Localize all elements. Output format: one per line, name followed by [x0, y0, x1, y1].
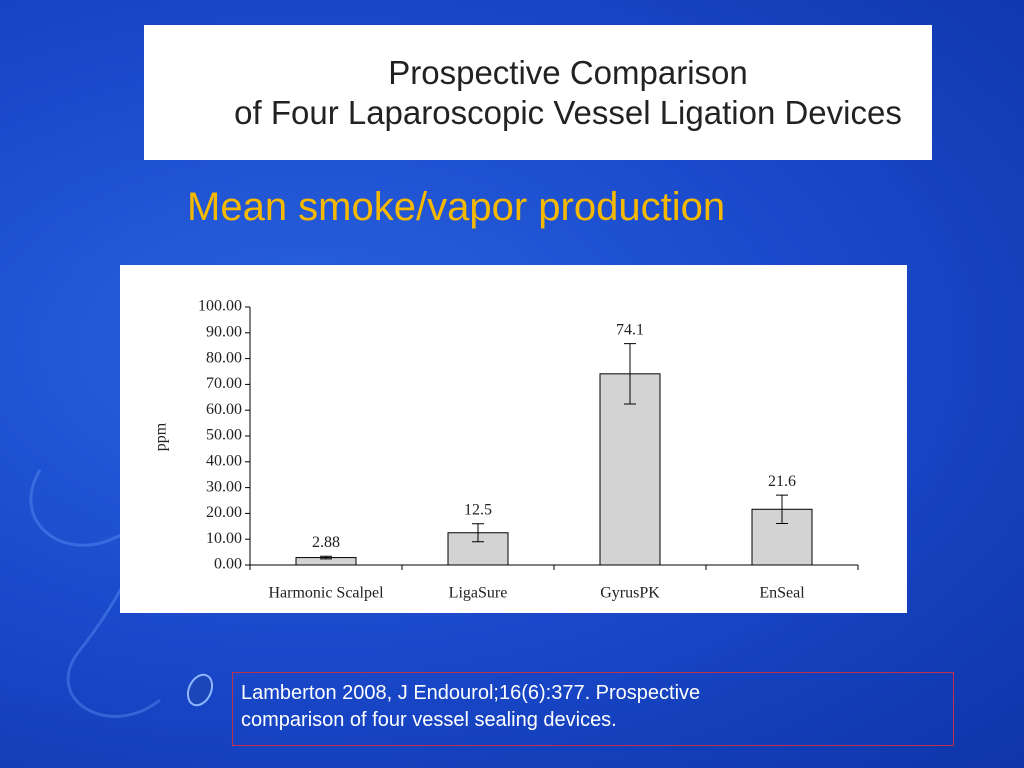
y-tick-label: 90.00: [206, 323, 242, 340]
y-tick-label: 40.00: [206, 452, 242, 469]
citation: Lamberton 2008, J Endourol;16(6):377. Pr…: [232, 672, 954, 746]
error-bar: [472, 523, 484, 543]
y-tick-label: 50.00: [206, 427, 242, 444]
title-box: Prospective Comparison of Four Laparosco…: [144, 25, 932, 160]
error-bar: [776, 494, 788, 524]
y-tick-label: 80.00: [206, 349, 242, 366]
chart: ppm 0.00 10.00 20.00 30.00 40.00 50.00 60.00 70…: [120, 265, 907, 613]
title-line: of Four Laparoscopic Vessel Ligation Dev…: [234, 93, 902, 131]
y-tick-label: 70.00: [206, 375, 242, 392]
citation-line: comparison of four vessel sealing device…: [241, 709, 617, 731]
y-tick-label: 0.00: [214, 556, 242, 573]
y-tick-label: 30.00: [206, 478, 242, 495]
value-label: 12.5: [464, 501, 492, 518]
x-tick-label: LigaSure: [449, 585, 508, 602]
y-tick-label: 100.00: [198, 298, 242, 315]
x-tick-label: GyrusPK: [600, 585, 660, 602]
y-tick-label: 60.00: [206, 401, 242, 418]
value-label: 21.6: [768, 473, 796, 490]
value-label: 2.88: [312, 534, 340, 551]
title-line: Prospective Comparison: [388, 53, 748, 91]
y-axis-label: ppm: [153, 422, 170, 451]
value-label: 74.1: [616, 321, 644, 338]
y-tick-label: 20.00: [206, 504, 242, 521]
subtitle: Mean smoke/vapor production: [187, 185, 726, 229]
error-bar: [624, 343, 636, 405]
citation-line: Lamberton 2008, J Endourol;16(6):377. Pr…: [241, 682, 701, 704]
x-tick-label: Harmonic Scalpel: [268, 585, 384, 602]
error-bar: [320, 555, 332, 560]
y-tick-label: 10.00: [206, 530, 242, 547]
x-tick-label: EnSeal: [759, 585, 805, 602]
